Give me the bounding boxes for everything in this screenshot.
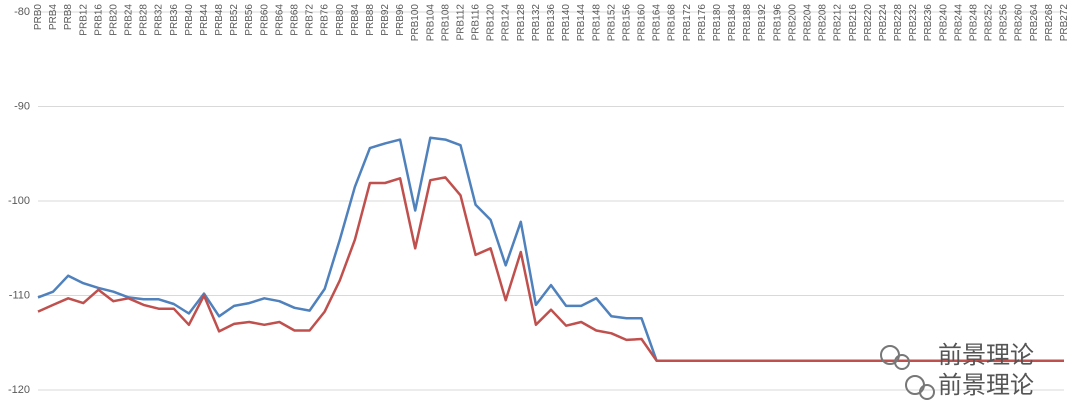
x-tick-label: PRB32	[154, 4, 165, 36]
x-tick-label: PRB116	[471, 4, 482, 41]
x-tick-label: PRB128	[516, 4, 527, 42]
x-tick-label: PRB256	[999, 4, 1010, 42]
x-tick-label: PRB72	[305, 4, 316, 36]
x-tick-label: PRB200	[787, 4, 798, 42]
x-tick-label: PRB104	[425, 4, 436, 42]
x-tick-label: PRB108	[440, 4, 451, 42]
x-tick-label: PRB124	[501, 4, 512, 42]
x-tick-label: PRB8	[63, 4, 74, 31]
x-tick-label: PRB264	[1029, 4, 1040, 42]
y-tick-label: -100	[8, 195, 30, 207]
x-tick-label: PRB148	[591, 4, 602, 42]
wechat-icon	[919, 384, 935, 400]
x-tick-label: PRB260	[1014, 4, 1025, 42]
x-tick-label: PRB144	[576, 4, 587, 42]
x-tick-label: PRB168	[667, 4, 678, 42]
x-tick-label: PRB0	[33, 4, 44, 31]
x-tick-label: PRB68	[290, 4, 301, 36]
x-tick-label: PRB88	[365, 4, 376, 36]
x-tick-label: PRB176	[697, 4, 708, 42]
x-tick-label: PRB236	[923, 4, 934, 42]
x-tick-label: PRB24	[124, 4, 135, 36]
watermark-text: 前景理论	[938, 341, 1034, 369]
x-tick-label: PRB4	[48, 4, 59, 31]
x-tick-label: PRB96	[395, 4, 406, 36]
x-tick-label: PRB160	[637, 4, 648, 42]
watermark-text: 前景理论	[938, 371, 1034, 399]
x-tick-label: PRB12	[78, 4, 89, 36]
wechat-icon	[894, 354, 910, 370]
x-tick-label: PRB84	[350, 4, 361, 36]
x-tick-label: PRB184	[727, 4, 738, 42]
x-tick-label: PRB136	[546, 4, 557, 42]
x-tick-label: PRB132	[531, 4, 542, 42]
x-tick-label: PRB156	[621, 4, 632, 42]
y-tick-label: -120	[8, 384, 30, 396]
x-tick-label: PRB52	[229, 4, 240, 36]
x-tick-label: PRB244	[953, 4, 964, 42]
x-tick-label: PRB48	[214, 4, 225, 36]
x-tick-label: PRB60	[259, 4, 270, 36]
x-tick-label: PRB232	[908, 4, 919, 42]
x-tick-label: PRB120	[486, 4, 497, 42]
x-tick-label: PRB272	[1059, 4, 1070, 42]
x-tick-label: PRB216	[848, 4, 859, 42]
x-tick-label: PRB240	[938, 4, 949, 42]
x-tick-label: PRB140	[561, 4, 572, 42]
x-tick-label: PRB56	[244, 4, 255, 36]
y-tick-label: -110	[9, 289, 30, 301]
x-tick-label: PRB196	[772, 4, 783, 42]
x-tick-label: PRB92	[380, 4, 391, 36]
x-tick-label: PRB164	[652, 4, 663, 42]
x-tick-label: PRB40	[184, 4, 195, 36]
x-tick-label: PRB100	[410, 4, 421, 42]
x-tick-label: PRB248	[968, 4, 979, 42]
x-tick-label: PRB220	[863, 4, 874, 42]
y-tick-label: -80	[14, 6, 30, 18]
x-tick-label: PRB228	[893, 4, 904, 42]
x-tick-label: PRB16	[93, 4, 104, 36]
x-tick-label: PRB192	[757, 4, 768, 42]
x-tick-label: PRB188	[742, 4, 753, 42]
x-tick-label: PRB36	[169, 4, 180, 36]
x-tick-label: PRB80	[335, 4, 346, 36]
x-tick-label: PRB76	[320, 4, 331, 36]
x-tick-label: PRB20	[108, 4, 119, 36]
watermark: 前景理论 前景理论	[880, 341, 1034, 400]
x-tick-label: PRB252	[984, 4, 995, 42]
series-line	[37, 176, 1064, 362]
y-tick-label: -90	[14, 100, 30, 112]
x-tick-label: PRB28	[139, 4, 150, 36]
x-tick-label: PRB44	[199, 4, 210, 36]
x-tick-label: PRB112	[455, 4, 466, 41]
x-tick-label: PRB204	[803, 4, 814, 42]
x-tick-label: PRB268	[1044, 4, 1055, 42]
x-tick-label: PRB224	[878, 4, 889, 42]
x-tick-label: PRB64	[274, 4, 285, 36]
x-tick-label: PRB152	[606, 4, 617, 42]
x-tick-label: PRB180	[712, 4, 723, 42]
x-tick-label: PRB172	[682, 4, 693, 42]
x-tick-label: PRB212	[833, 4, 844, 42]
x-tick-label: PRB208	[818, 4, 829, 42]
